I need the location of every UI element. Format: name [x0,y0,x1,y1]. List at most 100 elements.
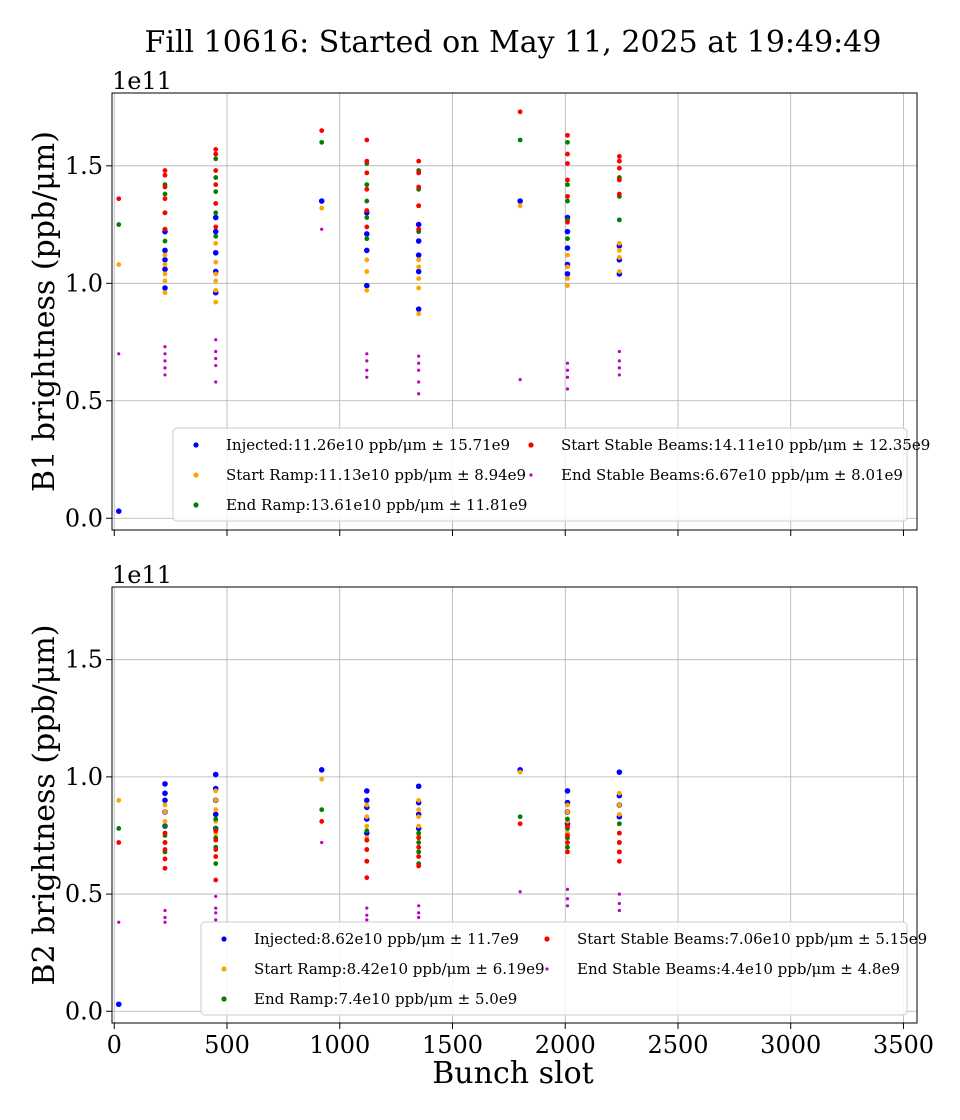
data-point [364,247,370,254]
data-point [565,219,570,225]
data-point [617,908,621,913]
legend-box [172,427,908,522]
data-point [163,359,167,363]
data-point [565,252,570,258]
legend-item: End Ramp:13.61e10 ppb/μm ± 11.81e9 [193,496,527,514]
data-point [364,837,370,843]
data-point [163,908,167,913]
data-point [364,802,370,808]
data-point [415,221,422,228]
data-point [162,252,168,258]
data-point [162,247,168,254]
y-scale-label: 1e11 [112,561,172,589]
data-point [565,816,570,822]
y-tick-label: 1.5 [65,646,103,674]
data-point [213,224,219,230]
data-point [213,847,219,852]
legend-item: End Stable Beams:4.4e10 ppb/μm ± 4.8e9 [545,960,900,978]
data-point [116,196,122,202]
data-point [162,823,168,829]
data-point [162,809,168,815]
data-point [565,387,570,391]
data-point [116,840,122,845]
data-point [212,811,219,818]
data-point [564,245,571,251]
data-point [616,154,622,159]
data-point [616,790,622,796]
data-point [318,198,325,204]
data-point [564,228,571,235]
data-point [517,814,523,820]
data-point [616,769,623,775]
data-point [213,146,219,152]
legend-item: Start Ramp:11.13e10 ppb/μm ± 8.94e9 [193,466,526,484]
data-point [565,840,570,845]
y-axis-label: B1 brightness (ppb/μm) [27,131,62,492]
data-point [365,359,369,363]
data-point [213,816,219,822]
data-point [162,271,168,277]
series-4 [116,819,622,883]
data-point [213,182,219,188]
data-point [364,137,370,143]
data-point [517,198,523,204]
data-point [616,821,622,827]
legend-marker [193,502,199,508]
legend-marker [221,996,227,1002]
data-point [163,920,167,924]
data-point [162,830,168,836]
data-point [365,906,369,910]
series-4 [116,109,622,232]
data-point [416,844,422,850]
legend-item: Start Stable Beams:14.11e10 ppb/μm ± 12.… [528,436,930,454]
data-point [162,172,168,178]
data-point [214,911,218,915]
data-point [617,349,621,354]
y-tick-label: 1.0 [65,269,103,297]
data-point [415,783,422,790]
data-point [616,165,622,171]
data-point [616,217,622,223]
data-point [163,352,167,356]
data-point [364,814,370,820]
data-point [213,175,219,180]
data-point [162,819,168,824]
data-point [416,863,422,869]
x-tick-label: 3500 [873,1031,934,1059]
data-point [162,266,168,273]
data-point [213,797,219,803]
data-point [162,238,168,244]
legend-item: Injected:8.62e10 ppb/μm ± 11.7e9 [221,930,519,948]
data-point [364,158,370,164]
data-point [212,228,219,235]
chart-panel-1: 0.0 0.5 1.0 1.5 1e11 B1 brightness (ppb/μm) In… [27,67,930,536]
x-tick-label: 1500 [422,1031,483,1059]
data-point [213,168,219,173]
data-point [365,375,369,379]
data-point [416,170,422,176]
data-point [213,861,219,867]
data-point [364,823,370,829]
legend: Injected:11.26e10 ppb/μm ± 15.71e9 Start … [172,427,930,522]
data-point [364,170,370,176]
data-point [213,189,219,195]
data-point [416,158,422,164]
data-point [214,363,218,368]
legend-marker [545,967,549,971]
y-axis-label: B2 brightness (ppb/μm) [27,625,62,986]
data-point [616,811,622,817]
data-point [364,875,370,881]
data-point [365,913,369,917]
data-point [212,249,219,256]
data-point [117,352,121,356]
data-point [617,901,621,906]
data-point [163,373,167,377]
x-tick-label: 1000 [309,1031,370,1059]
data-point [517,137,523,143]
legend-label: Start Stable Beams:7.06e10 ppb/μm ± 5.15… [577,930,927,948]
data-point [364,224,370,230]
data-point [364,198,370,204]
data-point [616,269,622,274]
data-point [319,139,325,145]
data-point [365,352,369,356]
